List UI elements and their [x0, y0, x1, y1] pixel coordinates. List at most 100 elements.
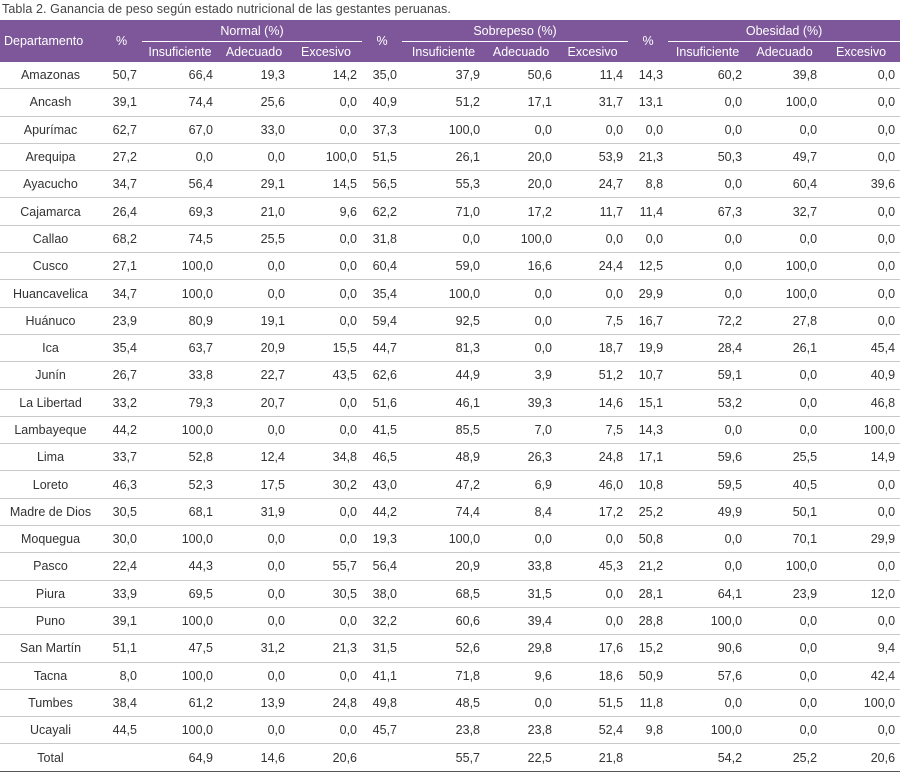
value-cell: 12,0	[822, 580, 900, 608]
department-name: Ancash	[0, 88, 101, 117]
value-cell: 22,5	[485, 743, 558, 772]
value-cell: 66,4	[142, 62, 218, 90]
value-cell: 22,7	[218, 361, 290, 390]
value-cell: 100,0	[290, 143, 363, 172]
value-cell: 25,6	[218, 88, 290, 117]
table-row: Amazonas 50,7 66,4 19,3 14,2 35,0 37,9 50,6 11,4…	[0, 62, 900, 90]
value-cell: 59,6	[668, 443, 748, 472]
value-cell: 0,0	[290, 225, 363, 254]
value-cell: 52,3	[142, 470, 218, 499]
value-cell: 24,8	[557, 443, 629, 472]
value-cell: 11,4	[557, 62, 629, 90]
value-cell: 100,0	[142, 416, 218, 445]
table-row: Piura 33,9 69,5 0,0 30,5 38,0 68,5 31,5 0,0 28,1 6…	[0, 580, 900, 608]
value-cell: 29,9	[628, 279, 669, 308]
value-cell: 31,2	[218, 634, 290, 663]
value-cell: 100,0	[402, 116, 486, 144]
value-cell: 3,9	[485, 361, 558, 390]
value-cell: 74,4	[142, 88, 218, 117]
value-cell: 53,9	[557, 143, 629, 172]
value-cell: 13,9	[218, 689, 290, 718]
value-cell: 34,8	[290, 443, 363, 472]
value-cell: 60,4	[362, 252, 403, 281]
value-cell: 15,1	[628, 389, 669, 417]
value-cell: 81,3	[402, 334, 486, 363]
value-cell: 63,7	[142, 334, 218, 363]
department-name: Total	[0, 743, 101, 772]
value-cell: 11,4	[628, 197, 669, 226]
value-cell: 67,3	[668, 197, 748, 226]
value-cell: 39,1	[101, 88, 142, 117]
value-cell: 7,0	[485, 416, 558, 445]
value-cell: 51,1	[101, 634, 142, 663]
value-cell: 19,1	[218, 307, 290, 335]
value-cell: 17,1	[628, 443, 669, 472]
value-cell: 0,0	[822, 552, 900, 581]
value-cell: 72,2	[668, 307, 748, 335]
value-cell: 100,0	[142, 607, 218, 636]
value-cell: 25,5	[747, 443, 823, 472]
value-cell: 19,3	[362, 525, 403, 554]
value-cell: 0,0	[747, 607, 823, 636]
value-cell: 24,7	[557, 170, 629, 199]
value-cell: 100,0	[668, 716, 748, 745]
value-cell: 55,3	[402, 170, 486, 199]
value-cell: 8,0	[101, 662, 142, 690]
value-cell: 50,1	[747, 498, 823, 527]
department-name: Junín	[0, 361, 101, 390]
value-cell: 14,3	[628, 416, 669, 445]
table-row: Pasco 22,4 44,3 0,0 55,7 56,4 20,9 33,8 45,3 21,2…	[0, 552, 900, 581]
department-name: Madre de Dios	[0, 498, 101, 527]
value-cell: 50,7	[101, 62, 142, 90]
value-cell: 20,9	[402, 552, 486, 581]
value-cell: 0,0	[822, 143, 900, 172]
table-row: Tumbes 38,4 61,2 13,9 24,8 49,8 48,5 0,0 51,5 11,…	[0, 689, 900, 718]
value-cell: 0,0	[747, 634, 823, 663]
value-cell: 0,0	[668, 88, 748, 117]
value-cell: 0,0	[747, 225, 823, 254]
value-cell: 0,0	[218, 662, 290, 690]
value-cell: 43,5	[290, 361, 363, 390]
value-cell: 100,0	[822, 689, 900, 718]
value-cell: 12,4	[218, 443, 290, 472]
value-cell: 6,9	[485, 470, 558, 499]
header-group-normal: Normal (%)	[142, 20, 363, 42]
value-cell: 37,9	[402, 62, 486, 90]
table-row: Lambayeque 44,2 100,0 0,0 0,0 41,5 85,5 7,0 7,5 1…	[0, 416, 900, 445]
value-cell: 31,5	[485, 580, 558, 608]
value-cell: 29,9	[822, 525, 900, 554]
value-cell: 9,8	[628, 716, 669, 745]
value-cell: 46,8	[822, 389, 900, 417]
table-row: Puno 39,1 100,0 0,0 0,0 32,2 60,6 39,4 0,0 28,8 10…	[0, 607, 900, 636]
value-cell: 41,1	[362, 662, 403, 690]
value-cell: 59,5	[668, 470, 748, 499]
value-cell: 61,2	[142, 689, 218, 718]
value-cell: 0,0	[290, 498, 363, 527]
value-cell: 0,0	[822, 88, 900, 117]
department-name: Puno	[0, 607, 101, 636]
value-cell: 0,0	[218, 416, 290, 445]
value-cell: 39,1	[101, 607, 142, 636]
value-cell: 40,9	[822, 361, 900, 390]
value-cell: 60,4	[747, 170, 823, 199]
value-cell: 51,2	[402, 88, 486, 117]
value-cell: 69,3	[142, 197, 218, 226]
value-cell: 35,4	[362, 279, 403, 308]
value-cell: 14,5	[290, 170, 363, 199]
value-cell: 38,4	[101, 689, 142, 718]
value-cell: 0,0	[668, 689, 748, 718]
department-name: Pasco	[0, 552, 101, 581]
value-cell: 20,0	[485, 143, 558, 172]
department-name: La Libertad	[0, 389, 101, 417]
value-cell: 7,5	[557, 416, 629, 445]
header-pct-obesidad: %	[628, 20, 669, 62]
value-cell: 17,2	[557, 498, 629, 527]
value-cell: 43,0	[362, 470, 403, 499]
value-cell: 68,1	[142, 498, 218, 527]
value-cell: 42,4	[822, 662, 900, 690]
value-cell: 0,0	[747, 116, 823, 144]
value-cell: 0,0	[290, 252, 363, 281]
value-cell: 17,5	[218, 470, 290, 499]
value-cell: 33,9	[101, 580, 142, 608]
table-row: Cajamarca 26,4 69,3 21,0 9,6 62,2 71,0 17,2 11,7…	[0, 197, 900, 226]
